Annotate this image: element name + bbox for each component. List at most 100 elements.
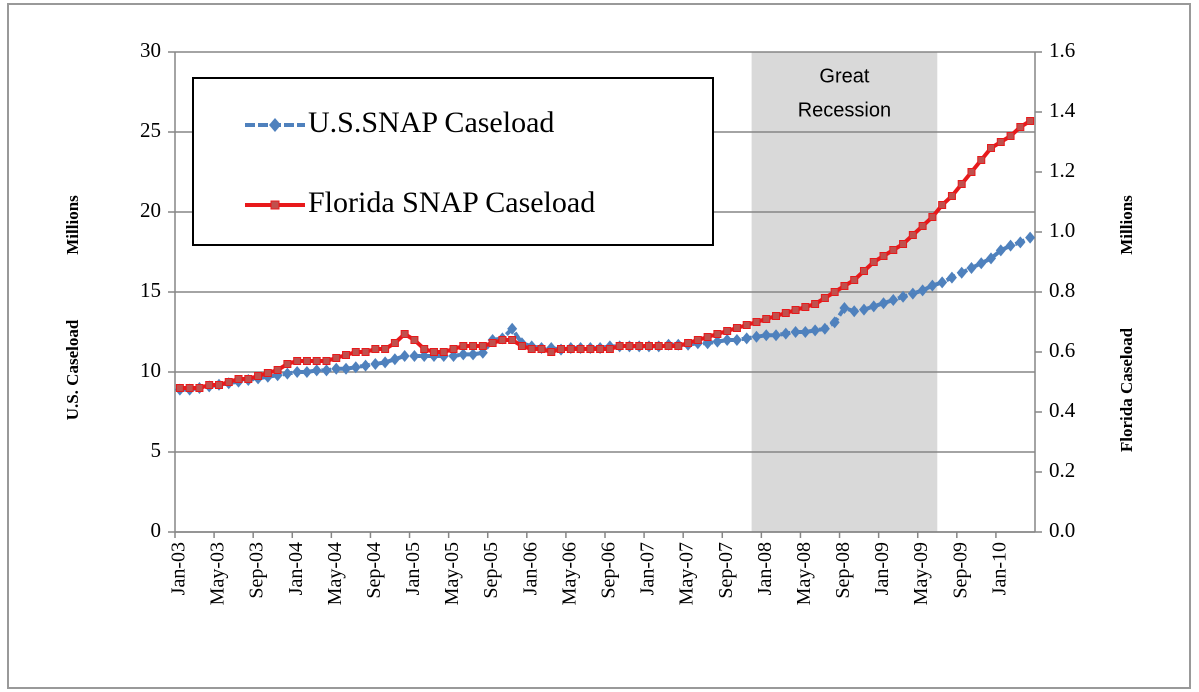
data-point — [224, 378, 233, 386]
data-point — [967, 168, 976, 176]
data-point — [829, 316, 840, 329]
y-tick-label: 10 — [140, 358, 161, 382]
x-tick-label: May-06 — [558, 542, 580, 605]
data-point — [341, 362, 352, 375]
data-point — [420, 345, 429, 353]
data-point — [498, 336, 507, 344]
data-point — [791, 306, 800, 314]
data-point — [899, 240, 908, 248]
data-point — [517, 342, 526, 350]
shade-label: Great — [819, 65, 869, 87]
x-tick-label: Jan-10 — [988, 542, 1010, 595]
y-axis-unit: Millions — [63, 195, 82, 255]
x-tick-label: Sep-08 — [832, 542, 854, 599]
x-tick-label: Sep-04 — [363, 542, 385, 599]
y-tick-label: 5 — [151, 438, 162, 462]
data-point — [918, 222, 927, 230]
data-point — [1025, 231, 1036, 244]
data-point — [301, 366, 312, 378]
y-tick-label: 15 — [140, 278, 161, 302]
data-point — [605, 345, 614, 353]
data-point — [869, 258, 878, 266]
data-point — [469, 342, 478, 350]
data-point — [439, 348, 448, 356]
data-point — [283, 360, 292, 368]
data-point — [995, 244, 1006, 257]
data-point — [830, 288, 839, 296]
data-point — [635, 342, 644, 350]
data-point — [312, 357, 321, 365]
data-point — [751, 330, 762, 343]
data-point — [898, 290, 909, 303]
data-point — [888, 294, 899, 306]
data-point — [693, 336, 702, 344]
data-point — [1026, 117, 1035, 125]
y2-tick-label: 1.2 — [1049, 158, 1075, 182]
data-point — [762, 315, 771, 323]
data-point — [273, 366, 282, 374]
x-tick-label: Sep-06 — [597, 542, 619, 599]
data-point — [752, 318, 761, 326]
data-point — [850, 276, 859, 284]
data-point — [350, 361, 361, 374]
data-point — [937, 276, 948, 289]
data-point — [664, 342, 673, 350]
y-tick-label: 0 — [151, 518, 162, 542]
x-tick-label: May-03 — [207, 542, 229, 605]
data-point — [996, 138, 1005, 146]
y2-tick-label: 0.0 — [1049, 518, 1075, 542]
data-point — [527, 345, 536, 353]
y-tick-label: 25 — [140, 118, 161, 142]
data-point — [810, 324, 821, 337]
legend-marker — [269, 118, 281, 132]
data-point — [409, 350, 420, 362]
series-line — [179, 119, 1032, 390]
y2-axis-label: Florida Caseload — [1117, 327, 1136, 452]
data-point — [713, 330, 722, 338]
x-tick-label: Sep-03 — [246, 542, 268, 599]
x-tick-label: Sep-09 — [949, 542, 971, 599]
data-point — [214, 381, 223, 389]
data-point — [811, 300, 820, 308]
data-point — [654, 342, 663, 350]
data-point — [390, 339, 399, 347]
y2-tick-label: 0.8 — [1049, 278, 1075, 302]
data-point — [449, 345, 458, 353]
data-point — [859, 267, 868, 275]
data-point — [772, 312, 781, 320]
y2-tick-label: 0.6 — [1049, 338, 1075, 362]
data-point — [1016, 123, 1025, 131]
data-point — [399, 350, 410, 362]
data-point — [547, 348, 556, 356]
data-point — [410, 336, 419, 344]
data-point — [331, 362, 342, 375]
x-tick-label: Jan-04 — [285, 542, 307, 595]
data-point — [840, 282, 849, 290]
data-point — [800, 326, 811, 338]
data-point — [1015, 236, 1026, 249]
data-point — [820, 294, 829, 302]
x-tick-label: Jan-03 — [167, 542, 189, 595]
data-point — [380, 356, 391, 369]
data-point — [849, 305, 860, 318]
x-tick-label: May-04 — [324, 542, 346, 605]
data-point — [771, 329, 782, 342]
data-point — [389, 353, 400, 366]
data-point — [966, 262, 977, 274]
data-point — [731, 334, 742, 346]
series-markers — [175, 117, 1035, 392]
data-point — [781, 309, 790, 317]
data-point — [928, 213, 937, 221]
y-tick-label: 30 — [140, 38, 161, 62]
y2-tick-label: 1.4 — [1049, 98, 1076, 122]
x-tick-label: May-09 — [910, 542, 932, 605]
y-tick-label: 20 — [140, 198, 161, 222]
data-point — [302, 357, 311, 365]
legend-label: Florida SNAP Caseload — [308, 186, 595, 219]
data-point — [976, 257, 987, 270]
data-point — [371, 345, 380, 353]
y2-axis-unit: Millions — [1117, 195, 1136, 255]
data-point — [644, 342, 653, 350]
data-point — [732, 324, 741, 332]
